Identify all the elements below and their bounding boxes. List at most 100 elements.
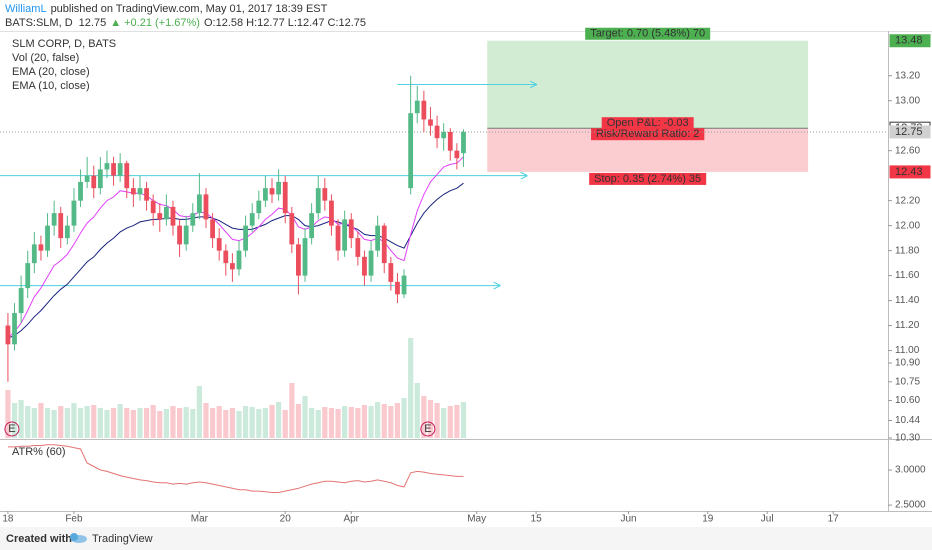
volume-bar bbox=[223, 410, 229, 438]
candle-body bbox=[296, 244, 301, 276]
candle-body bbox=[388, 263, 394, 282]
x-tick-label: Jul bbox=[761, 514, 774, 525]
volume-bar bbox=[388, 406, 394, 438]
candle-body bbox=[157, 213, 163, 220]
stop-label-bg bbox=[589, 172, 707, 185]
volume-bar bbox=[5, 390, 11, 438]
candle-body bbox=[104, 163, 110, 170]
candle-body bbox=[414, 100, 420, 114]
volume-bar bbox=[51, 410, 57, 438]
header-line-2: BATS:SLM, D 12.75 ▲ +0.21 (+1.67%) O:12.58 … bbox=[5, 17, 366, 29]
chart-title: SLM CORP, D, BATS bbox=[12, 38, 116, 50]
earnings-label: E bbox=[8, 423, 15, 435]
y-tick-label: 13.20 bbox=[895, 70, 920, 81]
volume-bar bbox=[249, 407, 255, 438]
volume-bar bbox=[328, 408, 335, 438]
volume-bar bbox=[203, 403, 209, 438]
candle-body bbox=[309, 213, 315, 239]
volume-bar bbox=[104, 410, 110, 438]
volume-bar bbox=[196, 386, 202, 438]
candle-body bbox=[243, 225, 249, 251]
change: ▲ +0.21 (+1.67%) bbox=[110, 17, 200, 29]
header-line-1: WilliamL published on TradingView.com, Ma… bbox=[5, 3, 328, 15]
volume-bar bbox=[190, 409, 196, 438]
candle-body bbox=[461, 131, 466, 154]
candle-body bbox=[276, 181, 282, 195]
candle-body bbox=[210, 219, 215, 239]
candle-body bbox=[18, 288, 24, 314]
volume-bar bbox=[11, 403, 18, 438]
volume-bar bbox=[163, 409, 169, 438]
candle-body bbox=[58, 213, 64, 239]
earnings-marker bbox=[420, 421, 436, 437]
candle-body bbox=[5, 325, 11, 345]
candle-body bbox=[368, 250, 374, 276]
ema-line bbox=[7, 156, 464, 339]
target-zone bbox=[487, 40, 809, 129]
volume-bar bbox=[408, 338, 414, 438]
volume-bar bbox=[361, 405, 368, 438]
volume-bar bbox=[71, 403, 77, 438]
volume-bar bbox=[414, 383, 420, 438]
volume-bar bbox=[447, 406, 453, 438]
volume-bar bbox=[31, 408, 37, 438]
volume-bar bbox=[434, 403, 440, 438]
candle-body bbox=[434, 125, 440, 139]
volume-bar bbox=[427, 400, 434, 438]
volume-bar bbox=[421, 396, 427, 438]
y-tick-label: 10.60 bbox=[895, 395, 920, 406]
volume-bar bbox=[209, 408, 216, 438]
pnl-label-bg bbox=[601, 117, 694, 130]
tv-logo bbox=[70, 533, 87, 543]
rr-label: Risk/Reward Ratio: 2 bbox=[596, 128, 699, 140]
x-tick-label: 17 bbox=[828, 514, 840, 525]
volume-bar bbox=[25, 406, 31, 438]
candle-body bbox=[12, 313, 17, 345]
volume-bar bbox=[110, 408, 117, 438]
y-tick-label: 11.80 bbox=[895, 245, 920, 256]
candle-body bbox=[348, 219, 354, 239]
price-tag: 13.48 bbox=[895, 35, 923, 47]
candle-body bbox=[45, 225, 50, 251]
candle-body bbox=[124, 163, 130, 189]
volume-bar bbox=[117, 404, 123, 438]
volume-bar bbox=[335, 409, 341, 438]
pane-separator bbox=[0, 439, 932, 440]
volume-bar bbox=[137, 408, 143, 438]
volume-bar bbox=[375, 402, 381, 438]
candle-body bbox=[117, 163, 123, 176]
candle-body bbox=[31, 244, 37, 264]
volume-bar bbox=[441, 408, 447, 438]
price-tag: 12.75 bbox=[895, 126, 923, 138]
candle-body bbox=[355, 238, 361, 257]
volume-bar bbox=[381, 404, 387, 438]
volume-bar bbox=[295, 404, 302, 438]
volume-bar bbox=[44, 408, 51, 438]
atr-title: ATR% (60) bbox=[12, 446, 66, 458]
volume-bar bbox=[124, 408, 130, 438]
y-tick-label: 12.20 bbox=[895, 195, 920, 206]
volume-bar bbox=[97, 408, 103, 438]
candle-body bbox=[269, 188, 275, 195]
author: WilliamL bbox=[5, 3, 47, 15]
candle-body bbox=[395, 281, 400, 295]
volume-bar bbox=[77, 408, 84, 438]
volume-bar bbox=[150, 405, 156, 438]
y-tick-label: 11.20 bbox=[895, 320, 920, 331]
volume-bar bbox=[229, 408, 235, 438]
y-tick-label: 11.40 bbox=[895, 295, 920, 306]
candle-body bbox=[25, 263, 31, 289]
candle-body bbox=[78, 181, 83, 201]
candle-body bbox=[381, 225, 387, 264]
volume-bar bbox=[315, 410, 321, 438]
price-axis-border bbox=[888, 31, 889, 512]
volume-bar bbox=[84, 406, 90, 438]
ohlc: O:12.58 H:12.77 L:12.47 C:12.75 bbox=[204, 17, 366, 29]
stop-label: Stop: 0.35 (2.74%) 35 bbox=[594, 173, 701, 185]
candle-body bbox=[97, 169, 103, 189]
volume-bar bbox=[18, 400, 24, 438]
x-tick-label: 19 bbox=[702, 514, 714, 525]
volume-bar bbox=[243, 406, 249, 438]
volume-bar bbox=[176, 408, 183, 438]
